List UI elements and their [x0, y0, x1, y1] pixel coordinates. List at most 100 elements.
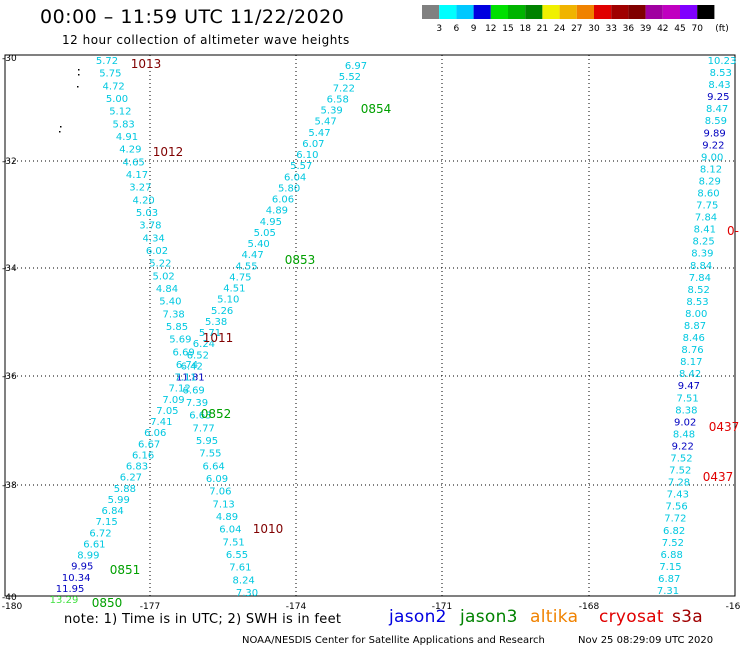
legend-tick-label: 12	[485, 24, 496, 34]
wave-height-value: 11.81	[176, 373, 205, 384]
wave-height-value: 8.60	[697, 189, 719, 200]
wave-height-value: 8.47	[706, 104, 728, 115]
wave-height-value: 4.95	[260, 217, 282, 228]
wave-height-value: 3.78	[139, 221, 161, 232]
wave-height-value: 10.23	[708, 56, 737, 67]
wave-height-value: 7.61	[229, 563, 251, 574]
legend-tick-label: 21	[537, 24, 548, 34]
legend-swatch	[490, 5, 508, 19]
wave-height-value: 6.88	[661, 550, 683, 561]
wave-height-value: 7.12	[168, 384, 190, 395]
wave-height-value: 5.40	[248, 239, 270, 250]
wave-height-value: 9.02	[674, 417, 696, 428]
wave-height-value: 8.12	[700, 164, 722, 175]
pass-time-label: 0853	[285, 253, 316, 267]
wave-height-value: 13.29	[50, 595, 79, 606]
wave-height-value: 7.51	[677, 393, 699, 404]
y-tick-label: -30	[2, 54, 17, 64]
footer-timestamp: Nov 25 08:29:09 UTC 2020	[578, 635, 714, 646]
wave-height-value: 6.87	[658, 574, 680, 585]
wave-height-value: 6.64	[203, 461, 225, 472]
wave-height-value: 4.55	[235, 261, 257, 272]
legend-tick-label: 9	[471, 24, 477, 34]
wave-height-value: 8.42	[679, 369, 701, 380]
wave-height-value: 8.41	[694, 225, 716, 236]
wave-height-value: 7.05	[156, 406, 178, 417]
legend-swatch	[559, 5, 577, 19]
legend-tick-label: 15	[502, 24, 513, 34]
wave-height-value: 8.39	[691, 249, 713, 260]
wave-height-value: 6.83	[126, 462, 148, 473]
pass-time-label: 0851	[110, 563, 141, 577]
wave-height-value: 6.04	[284, 172, 306, 183]
wave-height-value: 9.25	[707, 92, 729, 103]
wave-height-value: 4.20	[133, 195, 155, 206]
legend-swatch	[508, 5, 526, 19]
wave-height-value: 8.84	[690, 261, 712, 272]
wave-height-value: 9.00	[701, 152, 723, 163]
wave-height-value: 9.95	[71, 562, 93, 573]
wave-height-value: 7.31	[657, 586, 679, 597]
wave-height-value: 5.52	[339, 72, 361, 83]
pass-time-label: 0852	[201, 407, 232, 421]
map-subtitle: 12 hour collection of altimeter wave hei…	[62, 33, 350, 47]
x-tick-label: -174	[286, 602, 307, 612]
y-tick-label: -32	[2, 157, 17, 167]
x-tick-label: -180	[2, 602, 23, 612]
wave-height-value: 6.06	[144, 428, 166, 439]
legend-swatch	[697, 5, 715, 19]
wave-height-value: 5.12	[109, 107, 131, 118]
altimeter-tracks: 5.72 5.754.72 5.00 5.125.83 4.91 4.294.65 4.17…	[50, 56, 737, 606]
wave-height-value: 6.69	[183, 385, 205, 396]
wave-height-value: 10.34	[62, 573, 91, 584]
wave-height-value: 4.51	[223, 284, 245, 295]
wave-height-value: 7.75	[696, 201, 718, 212]
satellite-altika: altika	[530, 607, 579, 627]
y-tick-label: -36	[2, 372, 17, 382]
x-tick-label: -168	[579, 602, 600, 612]
wave-height-value: 5.00	[106, 94, 128, 105]
wave-height-value: 7.56	[665, 502, 687, 513]
legend-tick-label: 33	[605, 24, 616, 34]
legend-tick-label: 70	[691, 24, 703, 34]
wave-height-value: 5.83	[113, 119, 135, 130]
wave-height-value: 8.43	[708, 80, 730, 91]
map-border	[4, 54, 736, 597]
wave-height-value: 4.65	[123, 157, 145, 168]
y-tick-label: -38	[2, 481, 17, 491]
wave-height-value: 7.84	[689, 273, 711, 284]
wave-height-value: 6.82	[663, 526, 685, 537]
legend-swatch	[662, 5, 680, 19]
wave-height-value: 8.53	[710, 68, 732, 79]
wave-height-value: 8.87	[684, 321, 706, 332]
wave-height-value: 7.30	[236, 588, 258, 599]
wave-height-value: 7.77	[193, 423, 215, 434]
wave-height-value: 6.09	[206, 474, 228, 485]
wave-height-value: 7.09	[162, 395, 184, 406]
y-tick-label: -34	[2, 264, 17, 274]
legend-tick-label: 3	[436, 24, 442, 34]
wave-height-value: 5.39	[321, 106, 343, 117]
wave-height-value: 5.40	[159, 297, 181, 308]
pass-time-label: 0854	[361, 102, 392, 116]
wave-height-value: 6.42	[181, 361, 203, 372]
legend-tick-label: 30	[588, 24, 600, 34]
wave-height-value: 3.27	[129, 183, 151, 194]
legend-tick-label: 36	[623, 24, 635, 34]
pass-time-label: 1013	[131, 57, 162, 71]
wave-height-value: 7.28	[668, 478, 690, 489]
legend-swatch	[576, 5, 594, 19]
footer-note: note: 1) Time is in UTC; 2) SWH is in fe…	[64, 612, 342, 627]
legend-swatch	[525, 5, 543, 19]
wave-height-value: 5.80	[278, 183, 300, 194]
wave-height-value: 8.46	[683, 333, 705, 344]
wave-height-value: 9.22	[672, 441, 694, 452]
wave-height-value: 6.06	[272, 195, 294, 206]
wave-height-value: 4.34	[143, 233, 165, 244]
wave-height-value: 5.71	[199, 328, 221, 339]
wave-height-value: 6.61	[83, 539, 105, 550]
wave-height-value: 8.29	[699, 176, 721, 187]
wave-height-value: 8.25	[692, 237, 714, 248]
data-speck	[60, 126, 62, 128]
wave-height-value: 9.47	[678, 381, 700, 392]
